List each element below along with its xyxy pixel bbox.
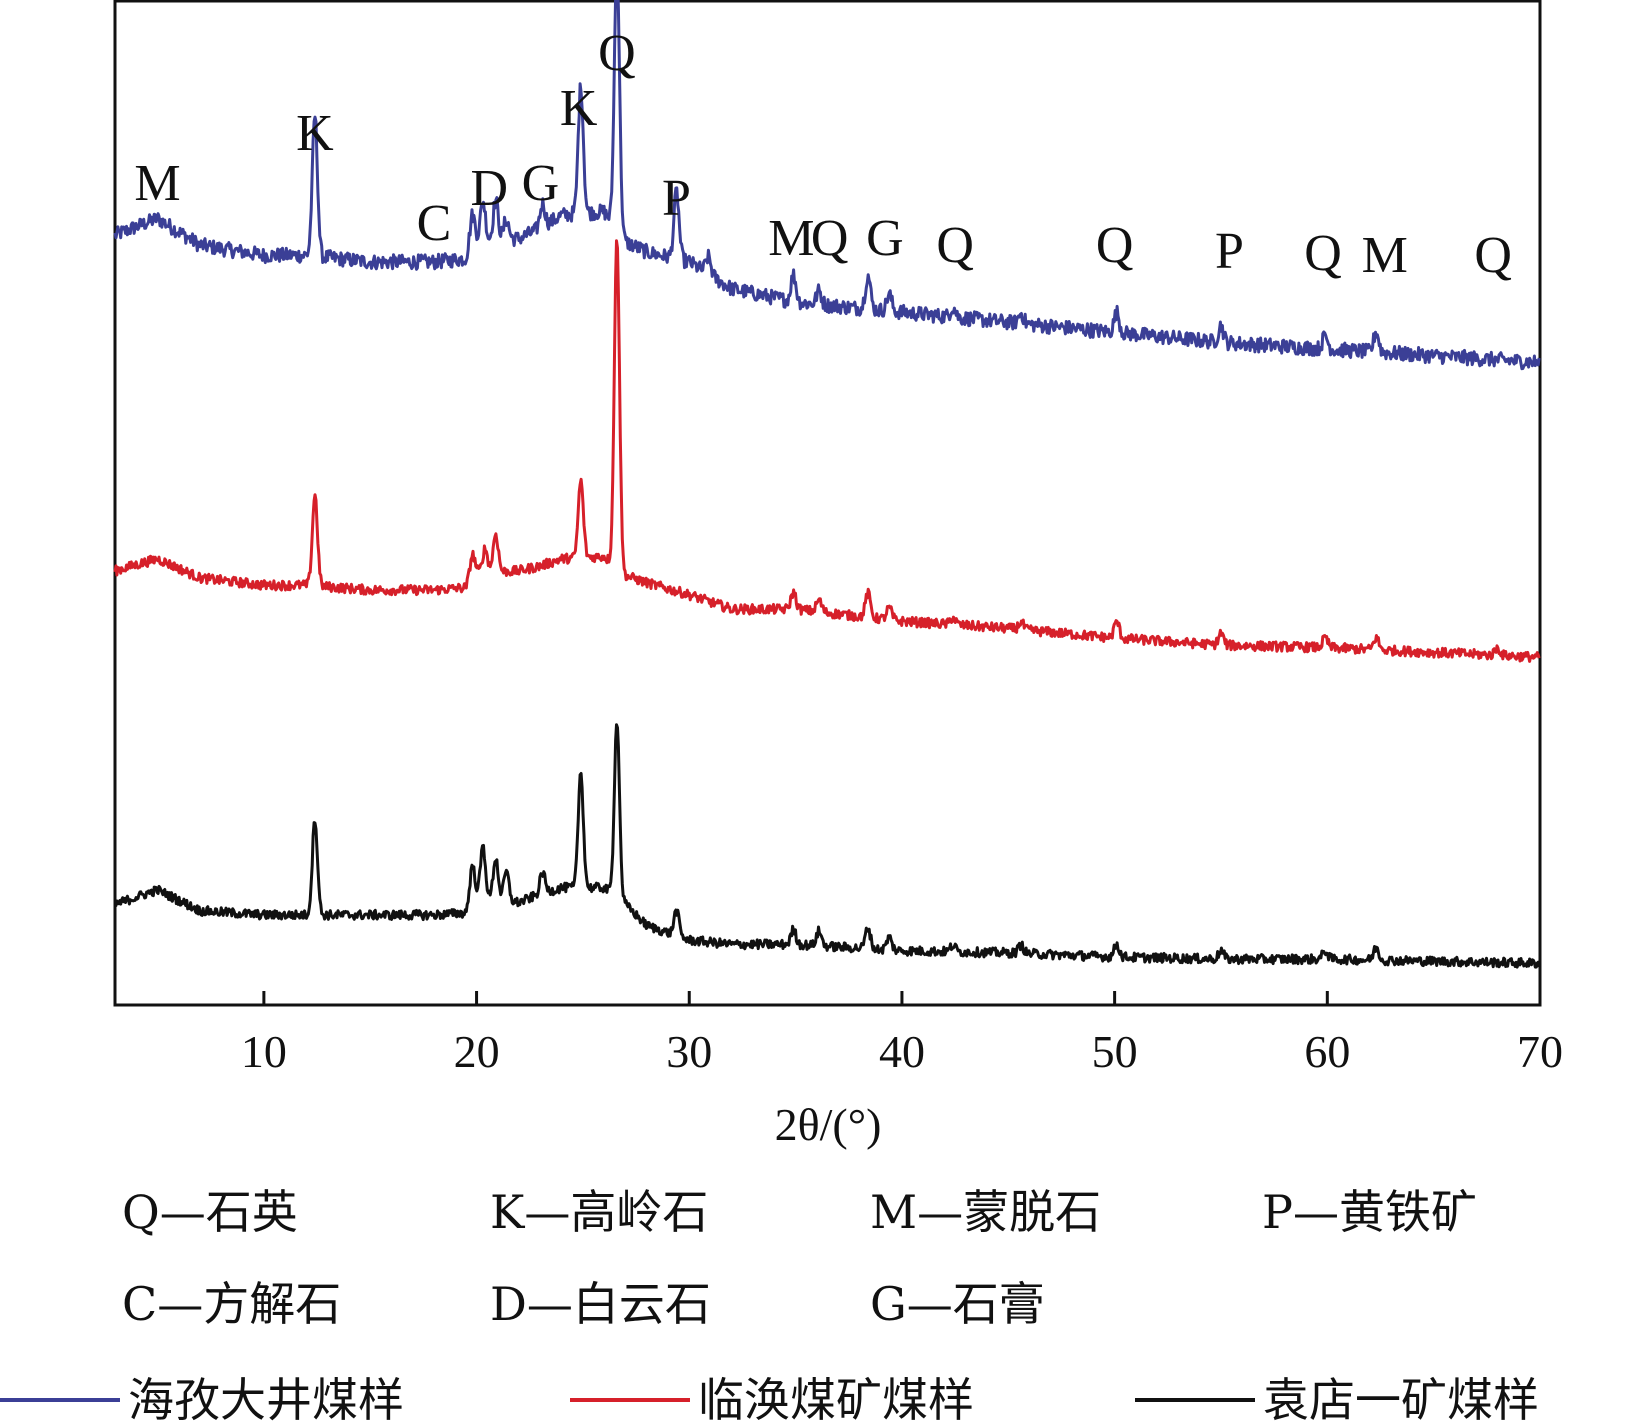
legend-label: 袁店一矿煤样 bbox=[1263, 1373, 1539, 1425]
mineral-key-item: C—方解石 bbox=[122, 1277, 341, 1331]
peak-label: G bbox=[866, 210, 904, 267]
peak-label: K bbox=[560, 80, 598, 137]
peak-label: M bbox=[768, 210, 814, 267]
x-tick-label: 10 bbox=[241, 1026, 287, 1077]
mineral-key: Q—石英 K—高岭石 M—蒙脱石 P—黄铁矿 C—方解石 D—白云石 G—石膏 bbox=[122, 1185, 1477, 1331]
x-axis-label: 2θ/(°) bbox=[775, 1099, 882, 1150]
legend-label: 临涣煤矿煤样 bbox=[698, 1373, 974, 1425]
mineral-key-item: G—石膏 bbox=[870, 1277, 1045, 1331]
peak-label: C bbox=[417, 195, 452, 252]
peak-label: Q bbox=[811, 210, 849, 267]
peak-label: Q bbox=[1474, 227, 1512, 284]
peak-label: Q bbox=[1304, 225, 1342, 282]
peak-label: P bbox=[662, 170, 691, 227]
x-tick-label: 40 bbox=[879, 1026, 925, 1077]
peak-label: Q bbox=[1096, 217, 1134, 274]
legend-label: 海孜大井煤样 bbox=[128, 1373, 404, 1425]
mineral-key-item: P—黄铁矿 bbox=[1262, 1185, 1477, 1239]
plot-frame bbox=[113, 0, 1542, 1007]
x-tick-label: 70 bbox=[1517, 1026, 1563, 1077]
peak-label: Q bbox=[598, 25, 636, 82]
peak-label: K bbox=[296, 105, 334, 162]
series-line-1 bbox=[113, 0, 1541, 371]
legend: 海孜大井煤样 临涣煤矿煤样 袁店一矿煤样 bbox=[0, 1373, 1539, 1425]
peak-label: P bbox=[1215, 223, 1244, 280]
mineral-key-item: Q—石英 bbox=[122, 1185, 298, 1239]
mineral-key-item: M—蒙脱石 bbox=[870, 1185, 1101, 1239]
peak-label: Q bbox=[936, 217, 974, 274]
series-layer bbox=[113, 0, 1541, 969]
series-line-3 bbox=[113, 723, 1541, 969]
peak-label: M bbox=[1362, 227, 1408, 284]
x-tick-label: 20 bbox=[454, 1026, 500, 1077]
mineral-key-item: K—高岭石 bbox=[490, 1185, 708, 1239]
x-tick-label: 50 bbox=[1092, 1026, 1138, 1077]
series-line-2 bbox=[113, 239, 1541, 663]
x-tick-label: 30 bbox=[666, 1026, 712, 1077]
peak-label: M bbox=[134, 155, 180, 212]
mineral-key-item: D—白云石 bbox=[490, 1277, 711, 1331]
peak-label: D bbox=[471, 160, 509, 217]
x-tick-label: 60 bbox=[1304, 1026, 1350, 1077]
x-axis-ticks: 10 20 30 40 50 60 70 bbox=[241, 991, 1563, 1077]
peak-label: G bbox=[522, 155, 560, 212]
